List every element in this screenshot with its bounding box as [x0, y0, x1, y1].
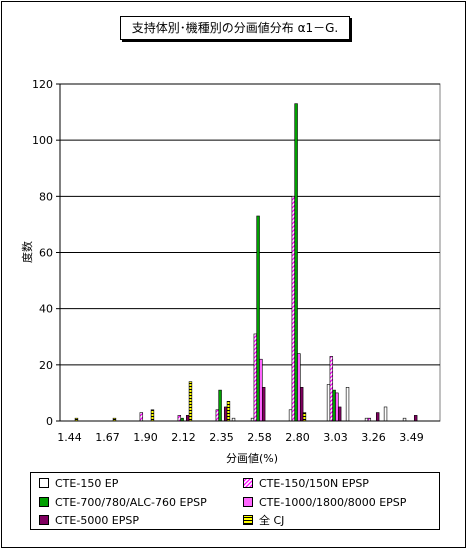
bar-cte-150-ep-3.37: [383, 406, 388, 422]
axes: 0 20 40 60 80 100 120 1.44 1.67 1.90 2.12 2.35 2.58 2…: [32, 78, 440, 444]
bar-cte-5000-epsp-2.12: [185, 415, 190, 422]
x-axis-title: 分画値(%): [226, 452, 278, 465]
bar-cte-700-780-alc-760-epsp-2.58: [256, 215, 260, 422]
legend-swatch: [39, 478, 49, 488]
y-tick-label: 60: [39, 247, 53, 260]
x-tick-label: 2.58: [247, 431, 272, 444]
y-tick-label: 0: [46, 415, 53, 428]
legend-swatch: [243, 497, 253, 507]
bar-cte-700-780-alc-760-epsp-3.03: [332, 389, 336, 422]
legend-label: 全 CJ: [259, 514, 285, 527]
bars: [74, 103, 418, 422]
x-tick-label: 2.12: [171, 431, 196, 444]
x-tick-label: 3.26: [361, 431, 386, 444]
x-tick-label: 1.90: [133, 431, 158, 444]
bar-cte-150-ep-3.03: [326, 384, 331, 422]
legend-label: CTE-150 EP: [55, 477, 119, 490]
bar-cte-1000-1800-8000-epsp-3.03: [335, 392, 339, 422]
bar-cte-700-780-alc-760-epsp-2.35: [218, 389, 222, 422]
bar-cte-150-150n-epsp-2.12: [177, 415, 182, 422]
x-tick-label: 3.03: [323, 431, 348, 444]
x-tick-label: 2.35: [209, 431, 234, 444]
y-tick-label: 120: [32, 78, 53, 91]
bar-cte-150-ep-3.14: [345, 386, 350, 422]
bar--cj-2.12: [188, 381, 193, 422]
legend: CTE-150 EP CTE-150/150N EPSP CTE-700/780/A…: [30, 472, 440, 530]
bar--cj-1.90: [150, 409, 155, 422]
legend-label: CTE-5000 EPSP: [55, 514, 140, 527]
legend-label: CTE-700/780/ALC-760 EPSP: [55, 496, 207, 509]
bar-cte-5000-epsp-3.49: [413, 415, 418, 422]
y-tick-label: 40: [39, 303, 53, 316]
bar-cte-1000-1800-8000-epsp-2.58: [259, 358, 263, 422]
bar-cte-5000-epsp-2.58: [261, 386, 266, 422]
bar-cte-5000-epsp-3.26: [375, 412, 380, 422]
legend-swatch: [39, 497, 49, 507]
legend-swatch: [243, 515, 253, 525]
legend-label: CTE-150/150N EPSP: [259, 477, 369, 490]
bar-cte-5000-epsp-2.80: [299, 386, 304, 422]
chart-title: 支持体別･機種別の分画値分布 α1－G.: [120, 16, 350, 40]
grid-lines: [60, 83, 440, 366]
bar-cte-5000-epsp-2.35: [223, 406, 228, 422]
legend-swatch: [243, 478, 253, 488]
legend-label: CTE-1000/1800/8000 EPSP: [259, 496, 407, 509]
x-tick-label: 1.44: [57, 431, 82, 444]
y-axis-title: 度数: [20, 241, 34, 263]
y-tick-label: 20: [39, 359, 53, 372]
bar-cte-150-150n-epsp-2.80: [291, 196, 296, 422]
bar-cte-150-150n-epsp-1.90: [139, 412, 144, 422]
y-tick-label: 100: [32, 134, 53, 147]
bar-cte-150-150n-epsp-2.35: [215, 409, 220, 422]
bar-cte-5000-epsp-3.03: [337, 406, 342, 422]
bar--cj-2.80: [302, 412, 307, 422]
bar-cte-700-780-alc-760-epsp-2.80: [294, 103, 298, 422]
x-tick-label: 3.49: [399, 431, 424, 444]
x-tick-label: 2.80: [285, 431, 310, 444]
bar-cte-150-ep-2.80: [288, 409, 293, 422]
legend-swatch: [39, 515, 49, 525]
y-tick-label: 80: [39, 190, 53, 203]
x-tick-label: 1.67: [95, 431, 120, 444]
bar-cte-150-150n-epsp-2.58: [253, 333, 258, 422]
bar-cte-150-150n-epsp-3.03: [329, 356, 334, 422]
bar--cj-2.35: [226, 401, 231, 422]
bar-cte-1000-1800-8000-epsp-2.80: [297, 353, 301, 422]
